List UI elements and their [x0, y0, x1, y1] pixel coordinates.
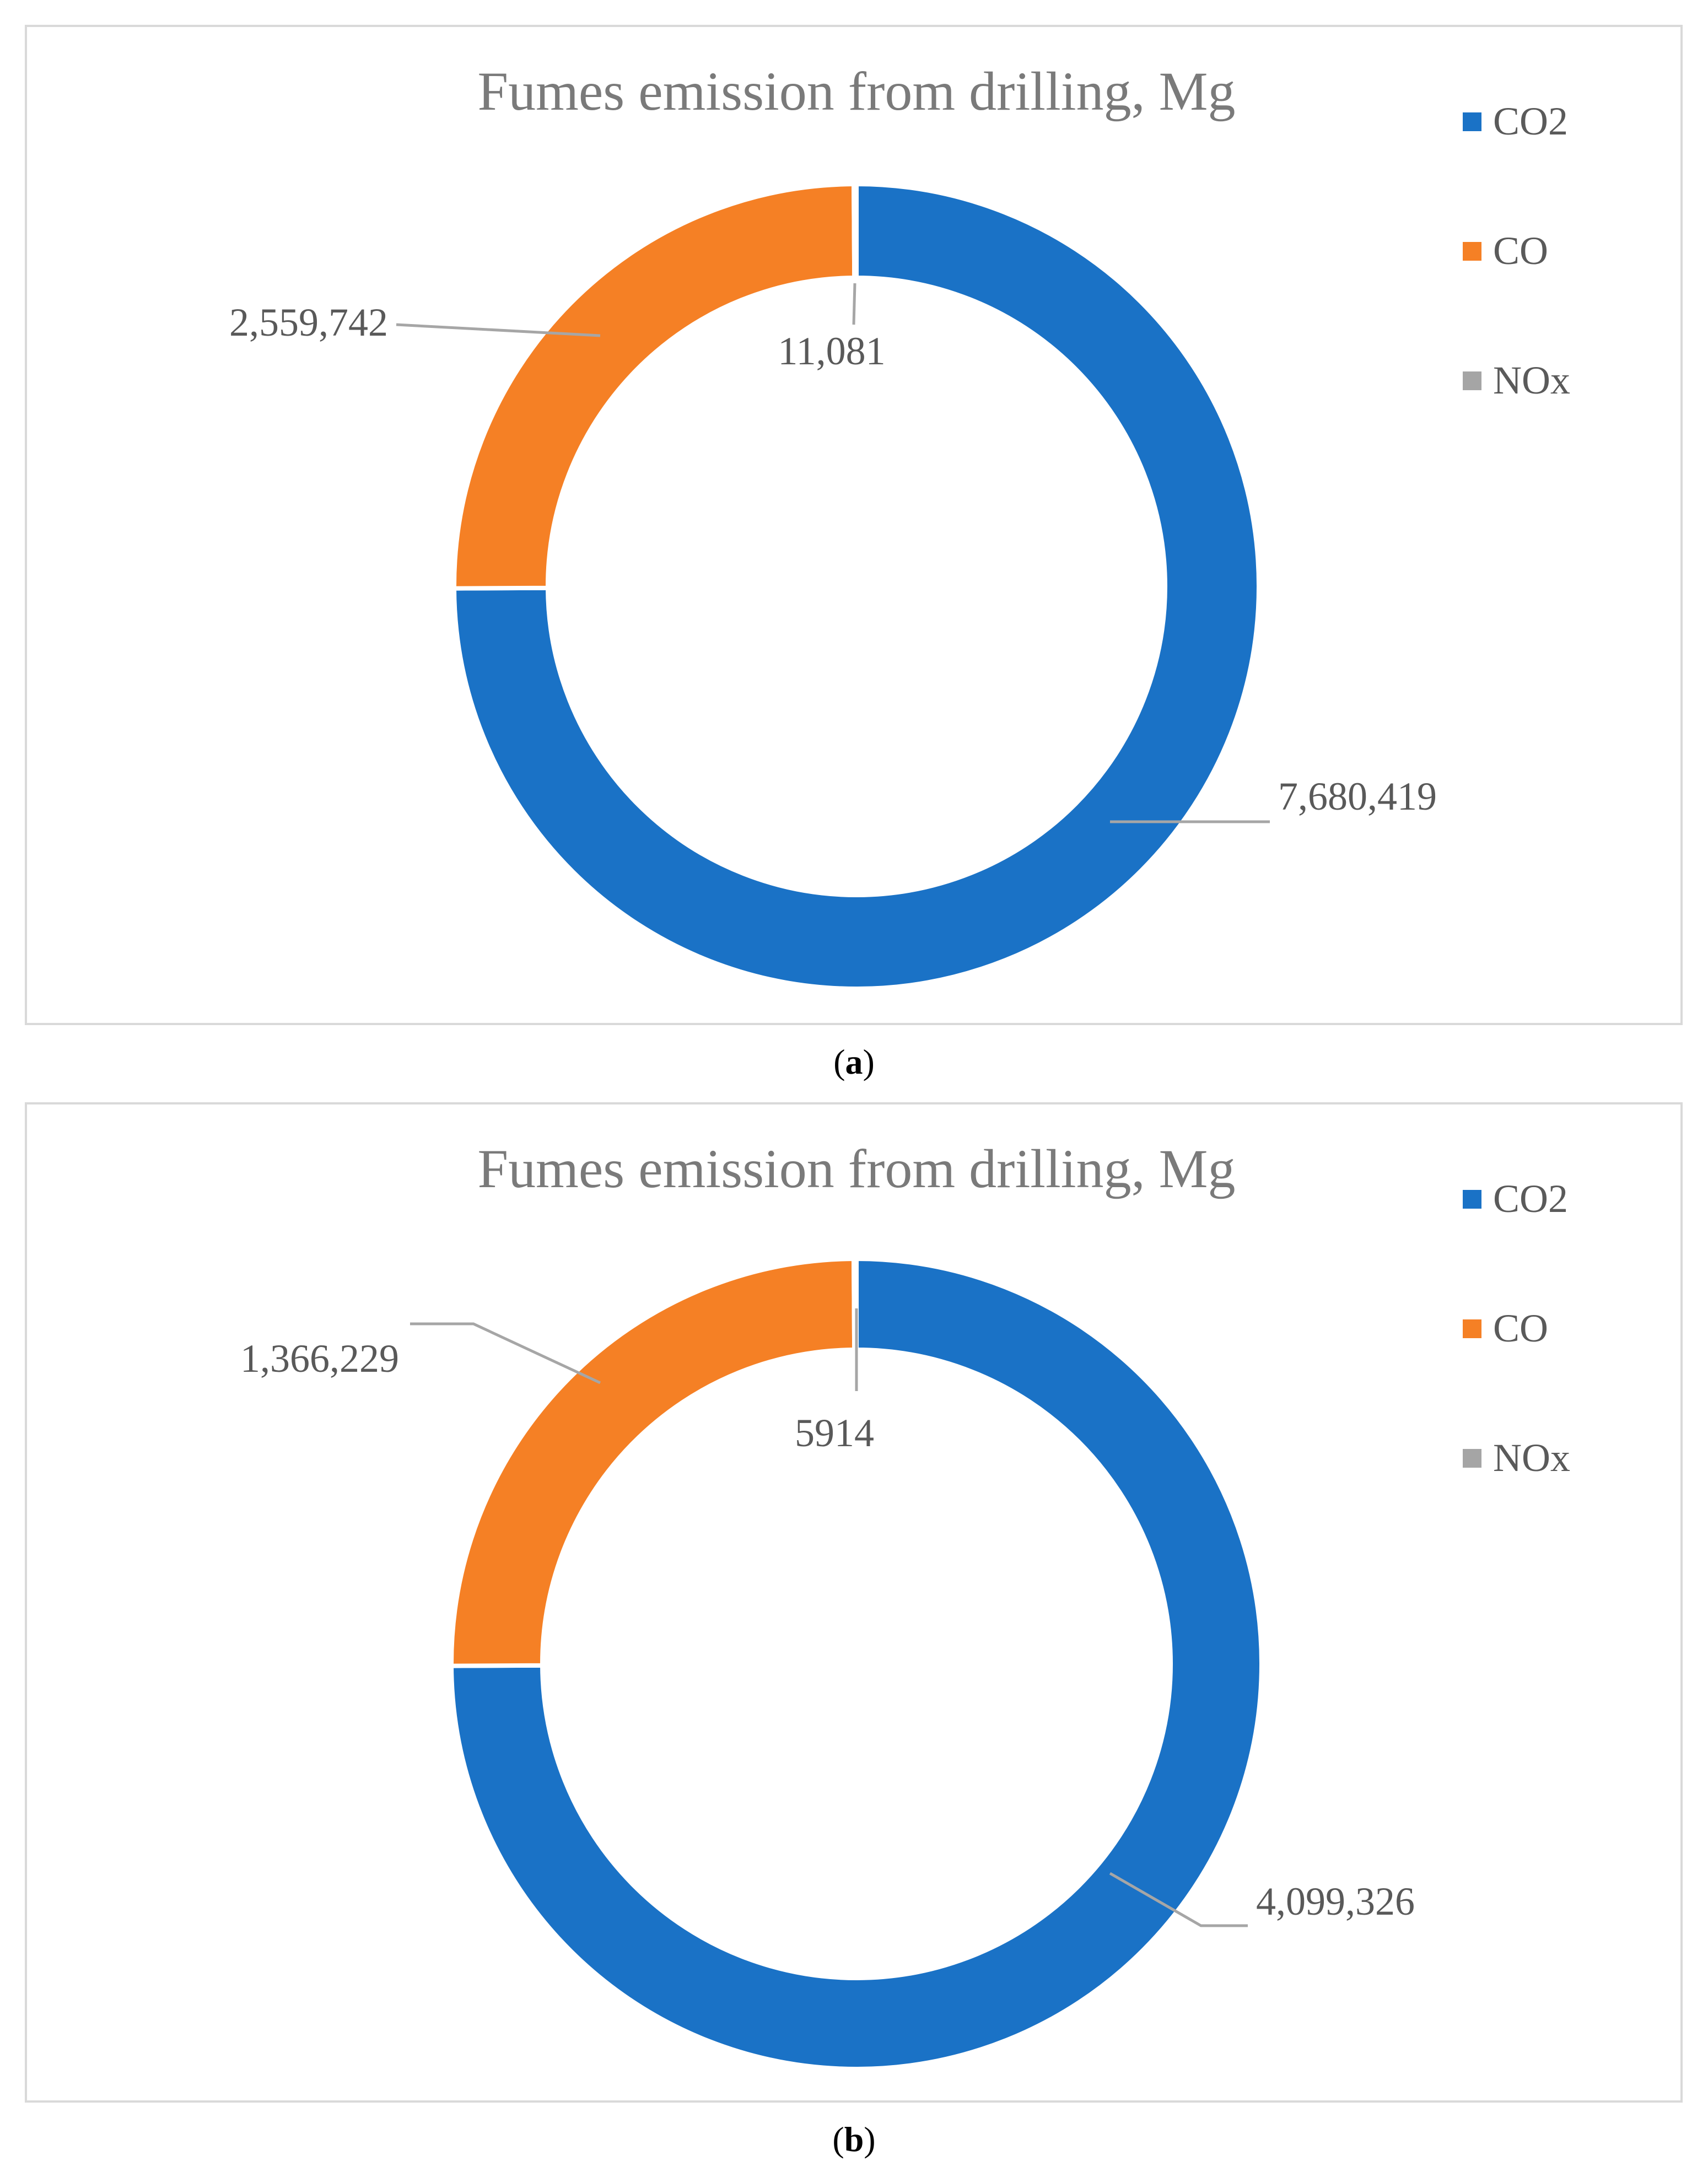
- chart-panel-b: Fumes emission from drilling, Mg 4,099,3…: [25, 1102, 1683, 2103]
- chart-title: Fumes emission from drilling, Mg: [478, 61, 1236, 122]
- leader-line-co2: [1109, 1872, 1248, 1927]
- data-labels: 4,099,326 1,366,229 5914: [240, 1337, 1415, 1923]
- figure-caption-a: (a): [0, 1042, 1708, 1082]
- data-label-co2: 7,680,419: [1278, 774, 1437, 818]
- data-label-co: 1,366,229: [240, 1337, 399, 1381]
- legend-label-nox: NOx: [1493, 1436, 1570, 1480]
- leader-line-co: [396, 323, 601, 337]
- leader-line-co: [410, 1322, 601, 1384]
- chart-title: Fumes emission from drilling, Mg: [478, 1138, 1236, 1199]
- legend-label-co: CO: [1493, 229, 1548, 273]
- legend-label-co2: CO2: [1493, 1177, 1568, 1221]
- donut-slice-nox: [852, 181, 859, 281]
- legend-swatch-co2: [1463, 112, 1481, 131]
- donut-slice-co: [449, 1256, 857, 1668]
- caption-letter: b: [844, 2120, 864, 2159]
- legend-swatch-nox: [1463, 1449, 1481, 1468]
- legend-label-co: CO: [1493, 1306, 1548, 1350]
- leader-line-nox: [852, 283, 856, 325]
- caption-open-paren: (: [832, 2120, 844, 2159]
- data-label-co: 2,559,742: [229, 300, 388, 344]
- data-label-co2: 4,099,326: [1256, 1879, 1415, 1923]
- legend-swatch-co: [1463, 242, 1481, 261]
- data-label-nox: 11,081: [778, 329, 885, 373]
- legend-label-nox: NOx: [1493, 358, 1570, 402]
- donut-slice-co: [452, 181, 857, 591]
- donut-slice-co2: [451, 181, 1261, 991]
- caption-open-paren: (: [833, 1042, 845, 1081]
- donut-slice-co2: [449, 1256, 1264, 2071]
- legend-swatch-nox: [1463, 371, 1481, 390]
- donut-chart-b: Fumes emission from drilling, Mg 4,099,3…: [240, 1138, 1570, 2071]
- figure-caption-b: (b): [0, 2119, 1708, 2160]
- caption-letter: a: [845, 1042, 863, 1081]
- legend-swatch-co: [1463, 1319, 1481, 1338]
- data-label-nox: 5914: [795, 1411, 874, 1455]
- leader-lines: [396, 283, 1270, 823]
- caption-close-paren: ): [864, 2120, 876, 2159]
- caption-close-paren: ): [863, 1042, 875, 1081]
- legend-label-co2: CO2: [1493, 99, 1568, 143]
- leader-lines: [410, 1308, 1248, 1927]
- legend: CO2 CO NOx: [1463, 1177, 1570, 1480]
- donut-slices: [449, 1256, 1264, 2071]
- donut-slices: [451, 181, 1261, 991]
- chart-panel-a: Fumes emission from drilling, Mg 7,680,4…: [25, 25, 1683, 1025]
- data-labels: 7,680,419 2,559,742 11,081: [229, 300, 1437, 818]
- legend-swatch-co2: [1463, 1190, 1481, 1209]
- donut-chart-a: Fumes emission from drilling, Mg 7,680,4…: [229, 61, 1570, 991]
- legend: CO2 CO NOx: [1463, 99, 1570, 402]
